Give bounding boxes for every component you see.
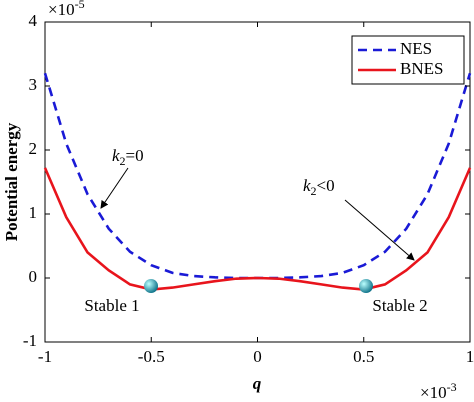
y-tick-label: 3 [29,75,38,94]
exp-base: ×10 [48,0,75,19]
y-tick-label: -1 [23,331,37,350]
annotation: Stable 1 [84,296,139,315]
x-axis-label: q [253,374,262,393]
y-exponent: ×10-5 [48,0,85,19]
ann-relation: =0 [126,146,144,165]
ann-relation: <0 [317,176,335,195]
exp-power: -5 [75,0,85,11]
legend-label: BNES [400,59,443,78]
annotation: k2=0 [112,146,144,168]
exp-power: -3 [447,380,457,394]
x-tick-label: 1 [466,347,474,366]
annotation-arrow [100,167,129,209]
x-tick-label: 0.5 [353,347,374,366]
ball [359,279,373,293]
legend-label: NES [400,39,432,58]
plot [43,72,472,291]
ann-symbol: k [112,146,120,165]
series-line [43,72,472,280]
annotation: Stable 2 [372,296,427,315]
y-tick-label: 0 [29,267,38,286]
annotation-arrow [344,199,415,261]
ann-subscript: 2 [120,154,126,168]
x-tick-label: -1 [38,347,52,366]
y-tick-label: 1 [29,203,38,222]
x-tick-label: 0 [253,347,262,366]
ann-subscript: 2 [311,184,317,198]
ball [144,279,158,293]
annotation: k2<0 [303,176,335,198]
x-exponent: ×10-3 [420,380,457,402]
x-tick-label: -0.5 [138,347,165,366]
y-tick-label: 2 [29,139,38,158]
series-line [43,167,472,291]
y-tick-label: 4 [29,11,38,30]
y-axis-label: Potential energy [2,122,21,241]
exp-base: ×10 [420,383,447,402]
legend-box [351,35,465,85]
ann-symbol: k [303,176,311,195]
